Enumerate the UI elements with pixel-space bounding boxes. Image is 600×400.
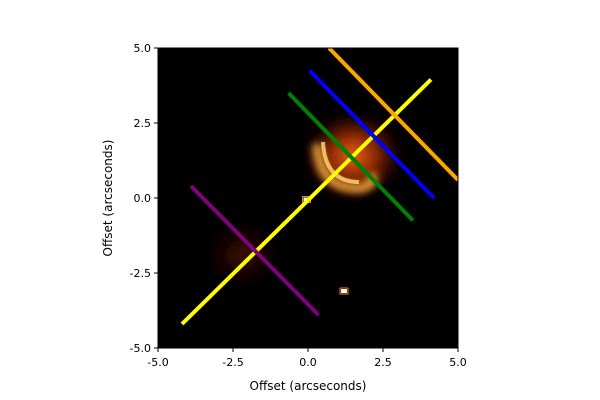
x-tick-label: -5.0	[147, 356, 168, 369]
x-tick-label: 5.0	[449, 356, 467, 369]
y-tick-label: -5.0	[130, 342, 151, 355]
y-axis-label: Offset (arcseconds)	[101, 140, 115, 257]
x-tick-label: -2.5	[222, 356, 243, 369]
slit-line-5	[189, 184, 320, 317]
y-axis: -5.0 -2.5 0.0 2.5 5.0	[130, 42, 158, 355]
slit-line-4	[287, 91, 415, 222]
slit-line-3	[308, 69, 436, 200]
lines-layer	[180, 48, 458, 326]
image-feature-compact-source	[339, 287, 349, 295]
slit-line-2	[327, 48, 458, 182]
slit-line-1	[180, 78, 433, 326]
y-tick-label: -2.5	[130, 267, 151, 280]
x-tick-label: 2.5	[374, 356, 392, 369]
x-axis: -5.0 -2.5 0.0 2.5 5.0	[147, 348, 467, 369]
image-feature-faint-diffuse	[200, 217, 284, 293]
y-tick-label: 2.5	[134, 117, 152, 130]
y-tick-label: 0.0	[134, 192, 152, 205]
x-axis-label: Offset (arcseconds)	[250, 379, 367, 393]
x-tick-label: 0.0	[299, 356, 317, 369]
y-tick-label: 5.0	[134, 42, 152, 55]
